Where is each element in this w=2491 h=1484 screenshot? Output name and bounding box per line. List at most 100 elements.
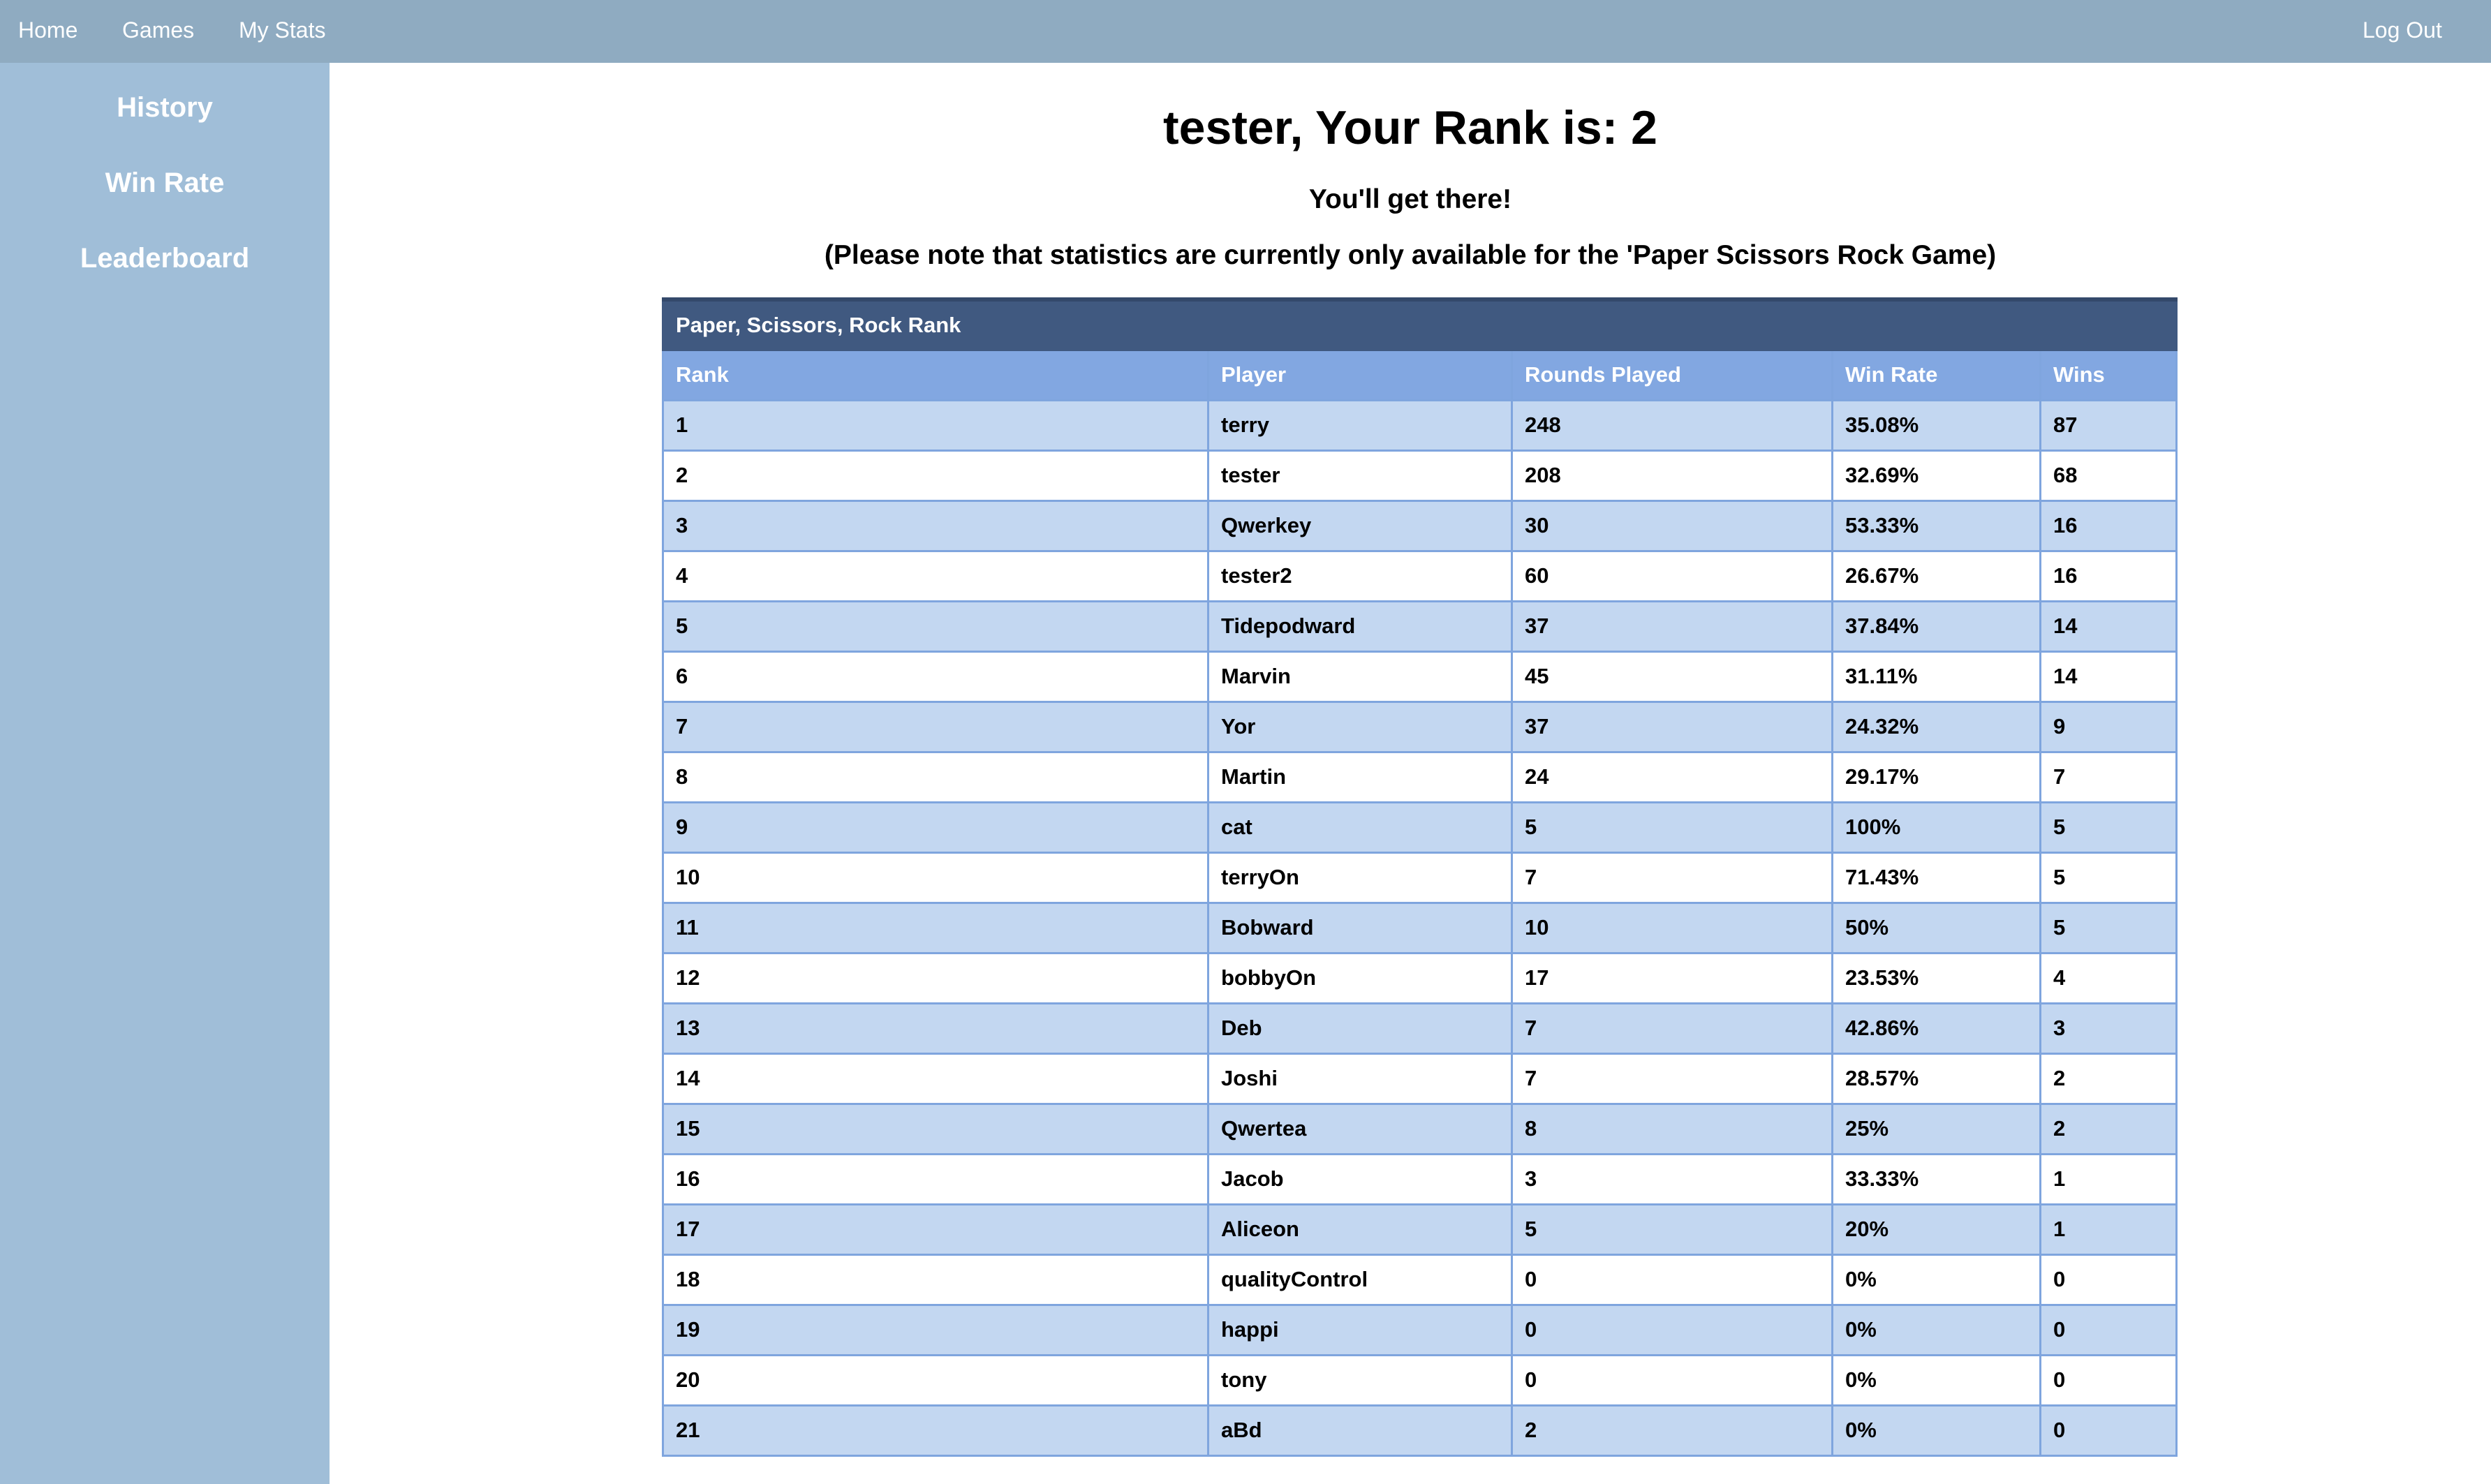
win-rate-cell: 0% [1831, 1404, 2041, 1457]
nav-my-stats-link[interactable]: My Stats [239, 17, 326, 43]
table-row: 7 Yor 37 24.32% 9 [662, 700, 2178, 753]
wins-cell: 7 [2039, 750, 2178, 803]
wins-cell: 2 [2039, 1102, 2178, 1155]
rank-cell: 17 [662, 1203, 1209, 1256]
wins-cell: 5 [2039, 901, 2178, 954]
rank-cell: 7 [662, 700, 1209, 753]
rounds-played-cell: 45 [1511, 650, 1833, 703]
rank-cell: 15 [662, 1102, 1209, 1155]
player-cell: cat [1207, 801, 1513, 854]
player-cell: bobbyOn [1207, 951, 1513, 1004]
table-row: 9 cat 5 100% 5 [662, 801, 2178, 854]
wins-cell: 68 [2039, 449, 2178, 502]
player-cell: Deb [1207, 1002, 1513, 1055]
nav-games-link[interactable]: Games [122, 17, 195, 43]
wins-cell: 87 [2039, 399, 2178, 452]
win-rate-cell: 24.32% [1831, 700, 2041, 753]
rank-cell: 6 [662, 650, 1209, 703]
win-rate-cell: 50% [1831, 901, 2041, 954]
leaderboard-table-container: Paper, Scissors, Rock Rank Rank Player R… [661, 297, 2178, 1457]
wins-cell: 5 [2039, 851, 2178, 904]
sidebar-item-win-rate[interactable]: Win Rate [105, 168, 225, 198]
page-title: tester, Your Rank is: 2 [1163, 101, 1657, 154]
table-row: 18 qualityControl 0 0% 0 [662, 1253, 2178, 1306]
rounds-played-cell: 208 [1511, 449, 1833, 502]
wins-cell: 16 [2039, 499, 2178, 552]
rank-cell: 10 [662, 851, 1209, 904]
player-cell: qualityControl [1207, 1253, 1513, 1306]
win-rate-cell: 31.11% [1831, 650, 2041, 703]
rounds-played-cell: 10 [1511, 901, 1833, 954]
column-header-wins: Wins [2039, 348, 2178, 401]
rounds-played-cell: 0 [1511, 1353, 1833, 1407]
player-cell: Yor [1207, 700, 1513, 753]
player-cell: Aliceon [1207, 1203, 1513, 1256]
sidebar-item-leaderboard[interactable]: Leaderboard [80, 243, 250, 274]
wins-cell: 1 [2039, 1203, 2178, 1256]
rounds-played-cell: 0 [1511, 1253, 1833, 1306]
rounds-played-cell: 7 [1511, 1052, 1833, 1105]
wins-cell: 3 [2039, 1002, 2178, 1055]
nav-home-link[interactable]: Home [18, 17, 78, 43]
table-row: 3 Qwerkey 30 53.33% 16 [662, 499, 2178, 552]
win-rate-cell: 28.57% [1831, 1052, 2041, 1105]
win-rate-cell: 37.84% [1831, 600, 2041, 653]
win-rate-cell: 32.69% [1831, 449, 2041, 502]
wins-cell: 16 [2039, 549, 2178, 602]
wins-cell: 14 [2039, 650, 2178, 703]
rounds-played-cell: 17 [1511, 951, 1833, 1004]
player-cell: tester2 [1207, 549, 1513, 602]
player-cell: happi [1207, 1303, 1513, 1356]
rounds-played-cell: 248 [1511, 399, 1833, 452]
rounds-played-cell: 5 [1511, 801, 1833, 854]
player-cell: tester [1207, 449, 1513, 502]
win-rate-cell: 0% [1831, 1353, 2041, 1407]
win-rate-cell: 0% [1831, 1303, 2041, 1356]
column-header-rank: Rank [662, 348, 1209, 401]
rank-cell: 16 [662, 1152, 1209, 1205]
win-rate-cell: 42.86% [1831, 1002, 2041, 1055]
rounds-played-cell: 8 [1511, 1102, 1833, 1155]
player-cell: terryOn [1207, 851, 1513, 904]
win-rate-cell: 0% [1831, 1253, 2041, 1306]
table-row: 1 terry 248 35.08% 87 [662, 399, 2178, 452]
win-rate-cell: 29.17% [1831, 750, 2041, 803]
win-rate-cell: 25% [1831, 1102, 2041, 1155]
player-cell: Qwerkey [1207, 499, 1513, 552]
table-row: 8 Martin 24 29.17% 7 [662, 750, 2178, 803]
wins-cell: 0 [2039, 1253, 2178, 1306]
wins-cell: 2 [2039, 1052, 2178, 1105]
leaderboard-table: Paper, Scissors, Rock Rank Rank Player R… [661, 297, 2178, 1457]
rank-cell: 2 [662, 449, 1209, 502]
sidebar-item-history[interactable]: History [117, 92, 213, 123]
win-rate-cell: 100% [1831, 801, 2041, 854]
rank-cell: 5 [662, 600, 1209, 653]
table-body: 1 terry 248 35.08% 87 2 tester 208 32.69% 68 3 Qwer… [662, 399, 2178, 1457]
table-row: 17 Aliceon 5 20% 1 [662, 1203, 2178, 1256]
table-row: 5 Tidepodward 37 37.84% 14 [662, 600, 2178, 653]
rounds-played-cell: 24 [1511, 750, 1833, 803]
player-cell: Jacob [1207, 1152, 1513, 1205]
rank-cell: 21 [662, 1404, 1209, 1457]
rounds-played-cell: 30 [1511, 499, 1833, 552]
rank-cell: 20 [662, 1353, 1209, 1407]
logout-link[interactable]: Log Out [2363, 17, 2442, 43]
win-rate-cell: 20% [1831, 1203, 2041, 1256]
statistics-note: (Please note that statistics are current… [824, 240, 1997, 270]
rank-cell: 3 [662, 499, 1209, 552]
wins-cell: 9 [2039, 700, 2178, 753]
player-cell: Tidepodward [1207, 600, 1513, 653]
top-nav-bar: Home Games My Stats Log Out [0, 0, 2491, 63]
player-cell: Martin [1207, 750, 1513, 803]
win-rate-cell: 23.53% [1831, 951, 2041, 1004]
table-row: 6 Marvin 45 31.11% 14 [662, 650, 2178, 703]
rank-cell: 19 [662, 1303, 1209, 1356]
table-row: 12 bobbyOn 17 23.53% 4 [662, 951, 2178, 1004]
rounds-played-cell: 5 [1511, 1203, 1833, 1256]
table-caption-row: Paper, Scissors, Rock Rank [661, 297, 2178, 351]
table-row: 2 tester 208 32.69% 68 [662, 449, 2178, 502]
rounds-played-cell: 37 [1511, 600, 1833, 653]
rank-cell: 1 [662, 399, 1209, 452]
wins-cell: 4 [2039, 951, 2178, 1004]
rounds-played-cell: 60 [1511, 549, 1833, 602]
